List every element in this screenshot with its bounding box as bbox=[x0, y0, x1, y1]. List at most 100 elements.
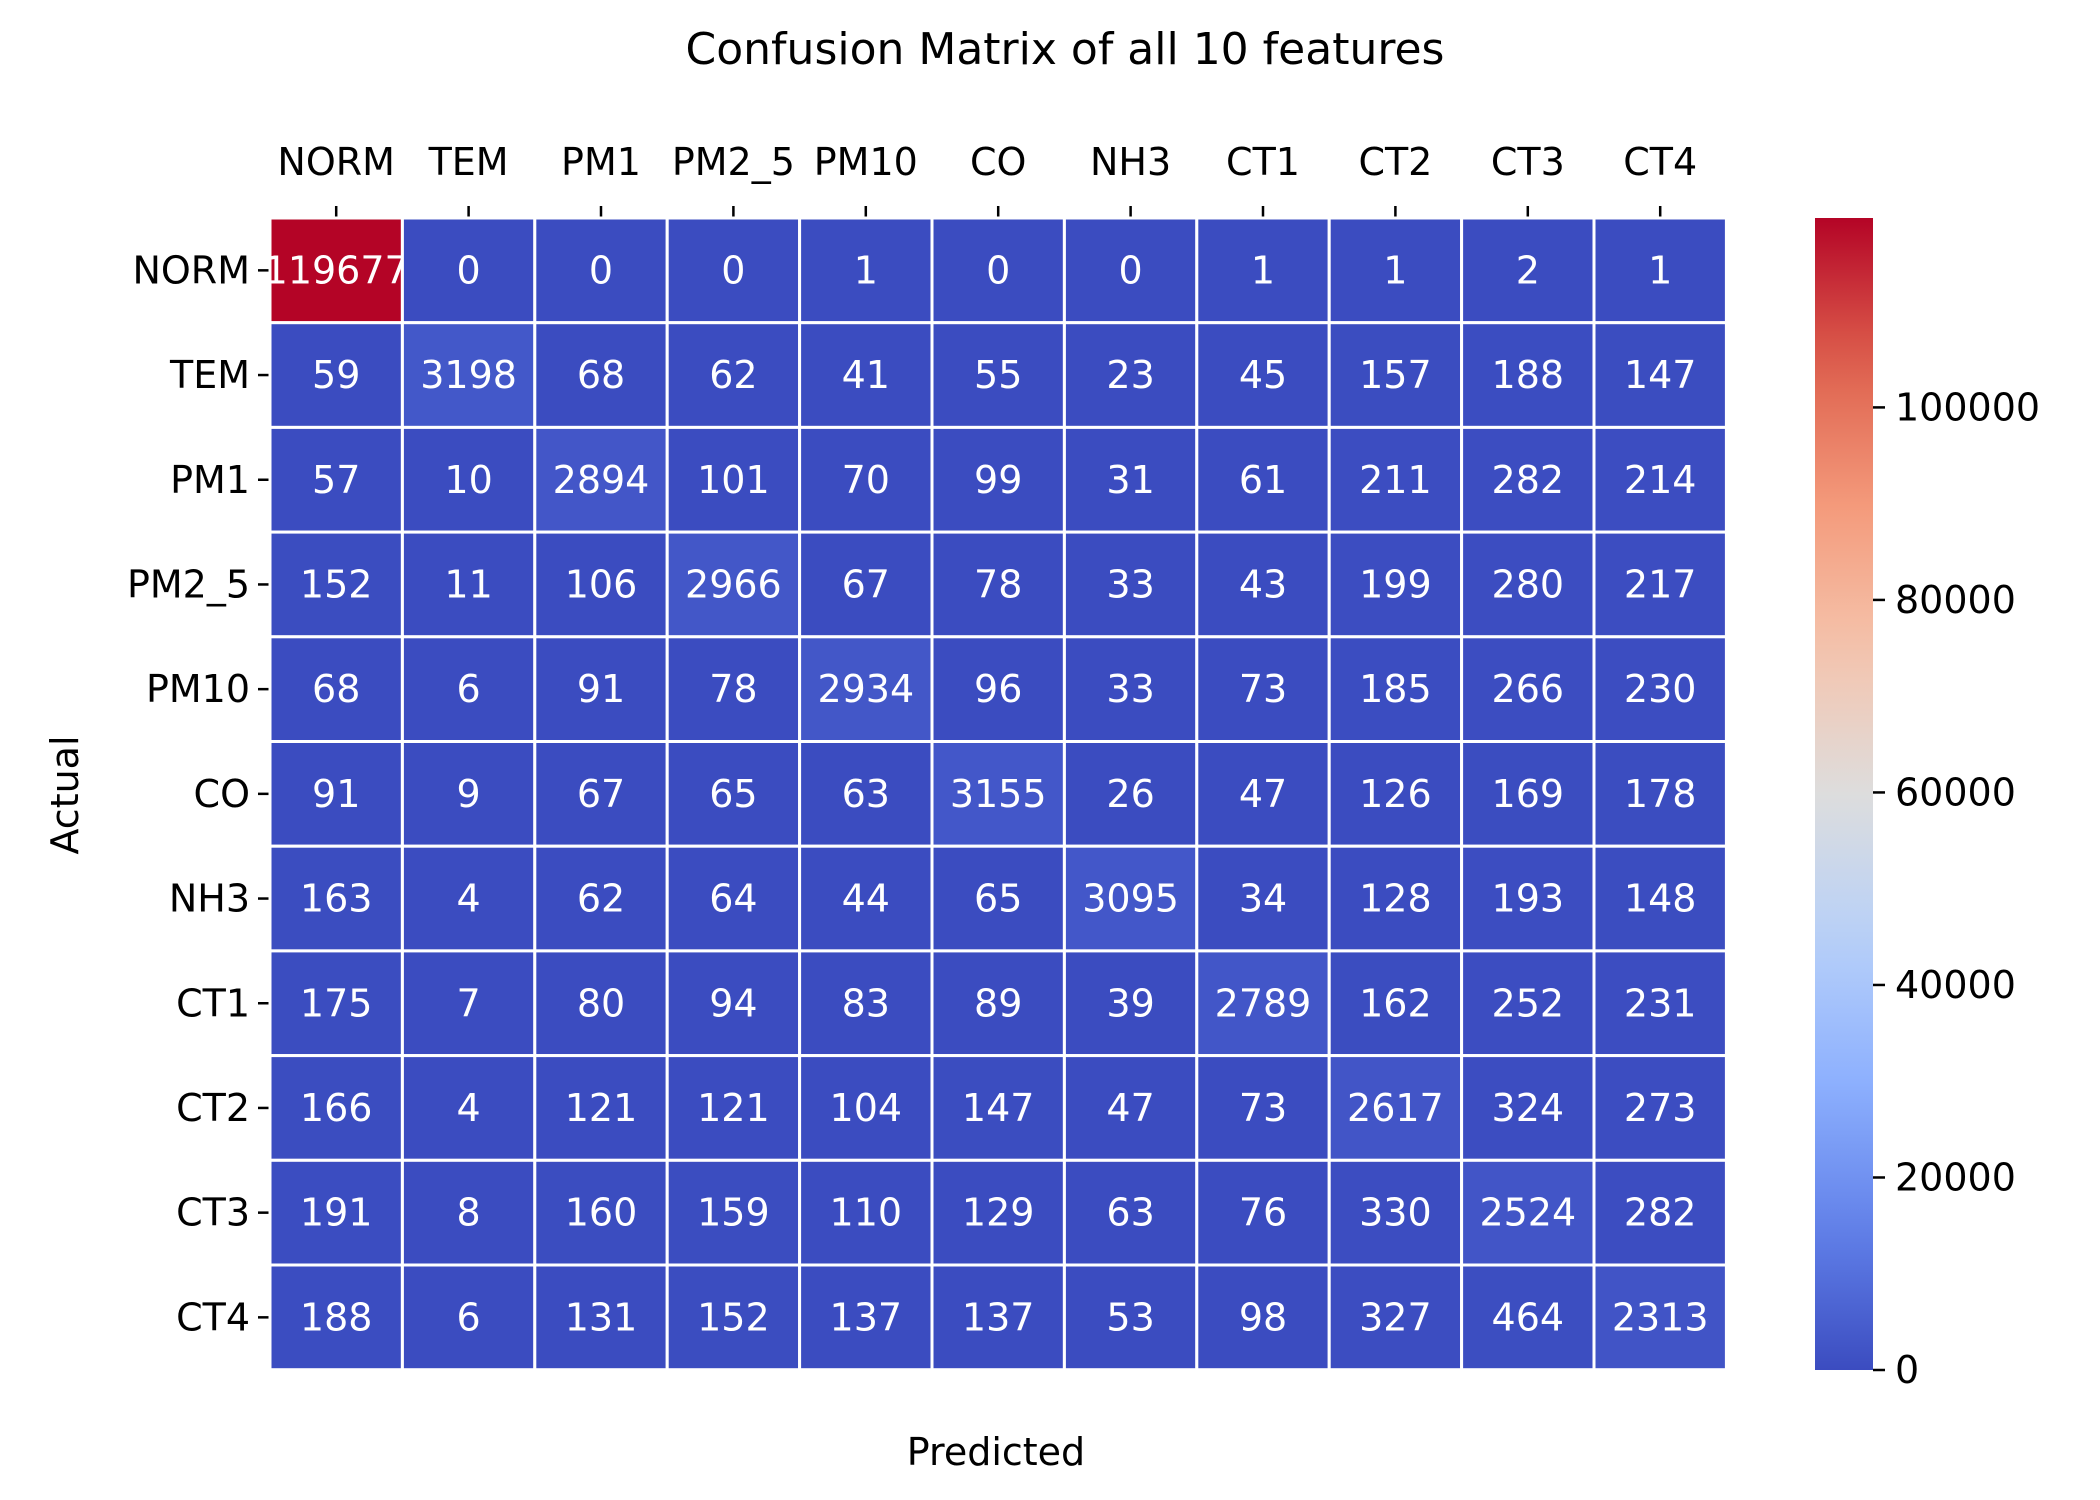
cell-value-label: 166 bbox=[300, 1086, 373, 1130]
cell-value-label: 191 bbox=[300, 1191, 373, 1235]
heatmap-cell bbox=[400, 844, 537, 953]
heatmap-cell bbox=[665, 1054, 802, 1162]
cell-value-label: 96 bbox=[974, 667, 1022, 711]
cell-value-label: 128 bbox=[1359, 877, 1432, 921]
heatmap-cell bbox=[665, 321, 802, 429]
cell-value-label: 6 bbox=[457, 667, 481, 711]
cell-value-label: 2894 bbox=[553, 458, 650, 502]
x-tick-label: CT2 bbox=[1358, 140, 1432, 184]
cell-value-label: 185 bbox=[1359, 667, 1432, 711]
cell-value-label: 53 bbox=[1106, 1295, 1154, 1339]
colorbar-ticks: 0 20000 40000 60000 80000 100000 bbox=[1873, 385, 2040, 1392]
heatmap-cell bbox=[533, 1263, 669, 1372]
cell-value-label: 68 bbox=[577, 353, 625, 397]
y-tick-label: PM1 bbox=[170, 458, 250, 502]
cell-value-label: 34 bbox=[1239, 877, 1287, 921]
y-tick-label: CO bbox=[194, 772, 250, 816]
cell-value-label: 65 bbox=[974, 877, 1022, 921]
heatmap-cell bbox=[798, 844, 934, 953]
heatmap-cell bbox=[1195, 635, 1331, 743]
heatmap-cell bbox=[1195, 740, 1331, 848]
heatmap-cell bbox=[798, 216, 934, 325]
y-tick-label: NORM bbox=[132, 248, 250, 292]
heatmap-cell bbox=[1327, 425, 1464, 534]
cell-value-label: 231 bbox=[1624, 981, 1697, 1025]
cell-value-label: 282 bbox=[1492, 458, 1565, 502]
cell-value-label: 106 bbox=[565, 562, 638, 606]
cell-value-label: 110 bbox=[830, 1191, 903, 1235]
colorbar-tick-label: 100000 bbox=[1895, 385, 2040, 429]
cell-value-label: 159 bbox=[697, 1191, 770, 1235]
cell-value-label: 327 bbox=[1359, 1295, 1432, 1339]
y-tick-label: CT1 bbox=[176, 981, 250, 1025]
heatmap-cell bbox=[533, 1054, 669, 1162]
heatmap-cell bbox=[1592, 530, 1728, 639]
x-tick-label: CT1 bbox=[1226, 140, 1300, 184]
heatmap-cell bbox=[798, 321, 934, 429]
cell-value-label: 188 bbox=[300, 1295, 373, 1339]
heatmap-cell bbox=[1592, 216, 1728, 325]
heatmap-cell bbox=[1592, 949, 1728, 1058]
cell-value-label: 41 bbox=[842, 353, 890, 397]
cell-value-label: 152 bbox=[300, 562, 373, 606]
cell-value-label: 33 bbox=[1106, 562, 1154, 606]
cell-value-label: 126 bbox=[1359, 772, 1432, 816]
cell-value-label: 2313 bbox=[1612, 1295, 1709, 1339]
heatmap-cell bbox=[268, 1054, 404, 1162]
heatmap-cell bbox=[1460, 1263, 1596, 1372]
y-tick-label: CT3 bbox=[176, 1191, 250, 1235]
heatmap-cell bbox=[400, 425, 537, 534]
cell-value-label: 78 bbox=[709, 667, 757, 711]
heatmap-cell bbox=[1592, 740, 1728, 848]
heatmap-cell bbox=[1460, 1158, 1596, 1267]
heatmap-cell bbox=[533, 1158, 669, 1267]
cell-value-label: 80 bbox=[577, 981, 625, 1025]
heatmap-cell bbox=[268, 1158, 404, 1267]
x-axis-ticks: NORM TEM PM1 PM2_5 PM10 CO NH3 CT1 CT2 CT3 CT4 bbox=[277, 140, 1697, 218]
cell-value-label: 175 bbox=[300, 981, 373, 1025]
cell-value-label: 152 bbox=[697, 1295, 770, 1339]
heatmap-cell bbox=[1327, 530, 1464, 639]
heatmap-cell bbox=[798, 740, 934, 848]
cell-value-label: 193 bbox=[1492, 877, 1565, 921]
heatmap-cell bbox=[1195, 321, 1331, 429]
y-tick-label: NH3 bbox=[169, 877, 250, 921]
colorbar bbox=[1815, 218, 1873, 1370]
cell-value-label: 101 bbox=[697, 458, 770, 502]
cell-value-label: 99 bbox=[974, 458, 1022, 502]
heatmap-cell bbox=[1460, 321, 1596, 429]
heatmap-cell bbox=[665, 949, 802, 1058]
cell-value-label: 160 bbox=[565, 1191, 638, 1235]
heatmap-cell bbox=[1592, 425, 1728, 534]
heatmap-cell bbox=[1327, 1054, 1464, 1162]
cell-value-label: 57 bbox=[312, 458, 360, 502]
cell-value-label: 0 bbox=[589, 248, 613, 292]
cell-value-label: 67 bbox=[842, 562, 890, 606]
cell-value-label: 217 bbox=[1624, 562, 1697, 606]
heatmap-cell bbox=[1195, 425, 1331, 534]
cell-value-label: 62 bbox=[577, 877, 625, 921]
x-tick-label: CT4 bbox=[1623, 140, 1697, 184]
cell-value-label: 31 bbox=[1106, 458, 1154, 502]
cell-value-label: 0 bbox=[721, 248, 745, 292]
chart-title: Confusion Matrix of all 10 features bbox=[686, 24, 1445, 75]
heatmap-cell bbox=[930, 740, 1066, 848]
y-tick-label: PM10 bbox=[146, 667, 250, 711]
heatmap-cell bbox=[1327, 635, 1464, 743]
cell-value-label: 39 bbox=[1106, 981, 1154, 1025]
cell-value-label: 1 bbox=[1383, 248, 1407, 292]
cell-value-label: 89 bbox=[974, 981, 1022, 1025]
cell-value-label: 148 bbox=[1624, 877, 1697, 921]
x-tick-label: NH3 bbox=[1090, 140, 1171, 184]
heatmap-cell bbox=[1592, 844, 1728, 953]
cell-value-label: 1 bbox=[854, 248, 878, 292]
heatmap-cell bbox=[798, 1263, 934, 1372]
heatmap-cell bbox=[533, 321, 669, 429]
cell-value-label: 6 bbox=[457, 1295, 481, 1339]
cell-value-label: 199 bbox=[1359, 562, 1432, 606]
cell-value-label: 76 bbox=[1239, 1191, 1287, 1235]
cell-value-label: 3095 bbox=[1082, 877, 1179, 921]
cell-value-label: 61 bbox=[1239, 458, 1287, 502]
cell-value-label: 169 bbox=[1492, 772, 1565, 816]
cell-value-label: 282 bbox=[1624, 1191, 1697, 1235]
